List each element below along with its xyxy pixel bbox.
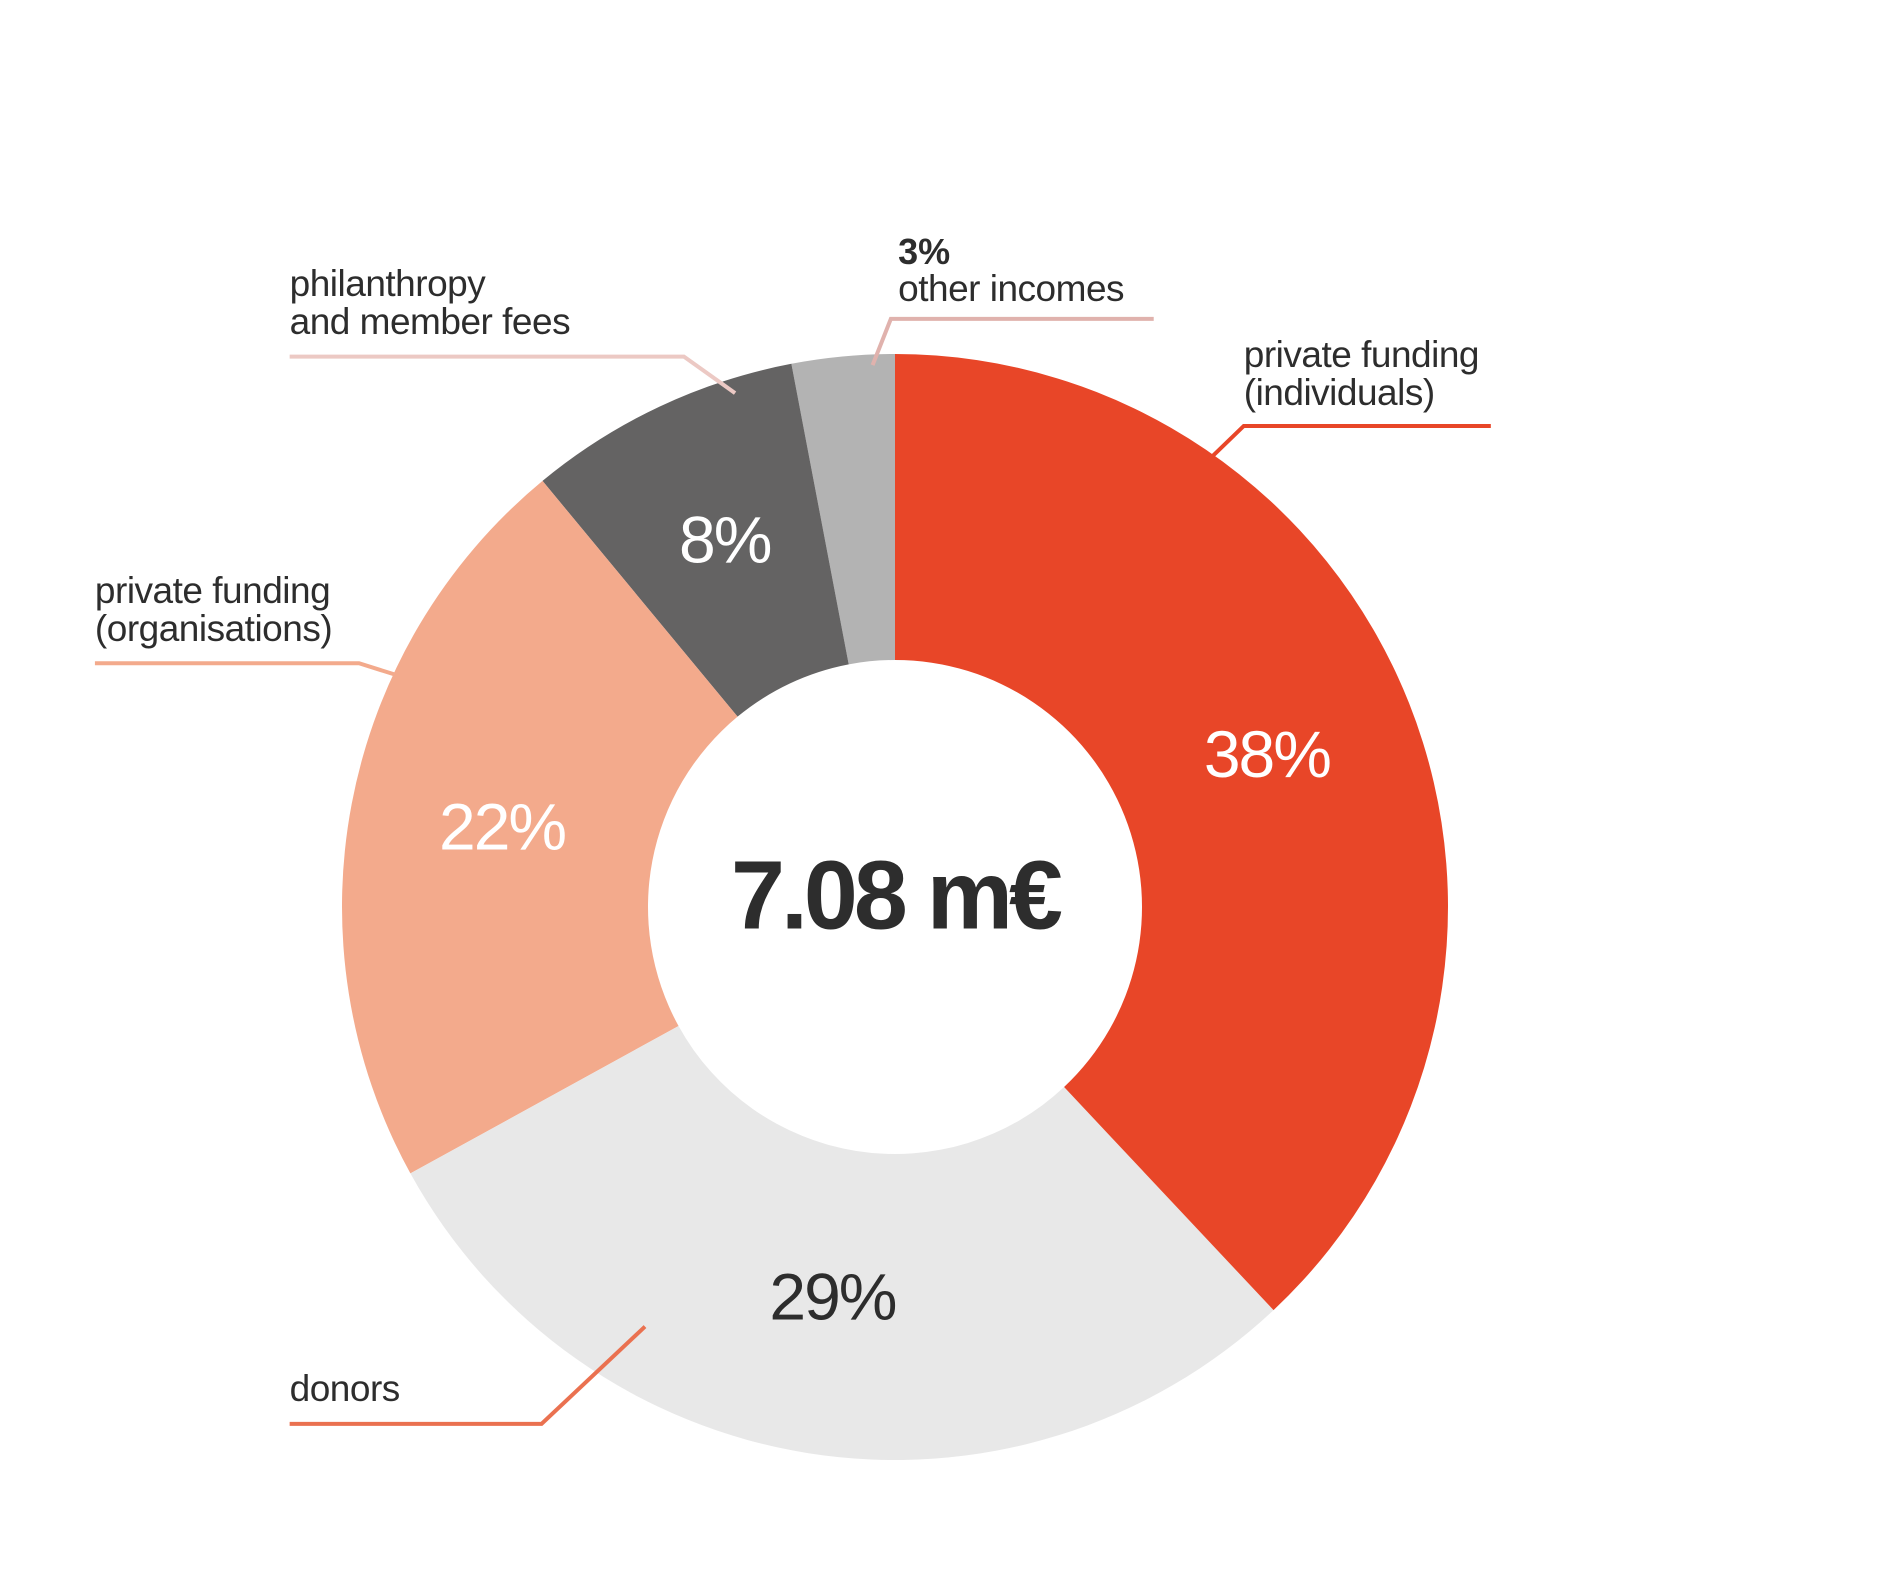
category-label: private funding (individuals) (1243, 333, 1480, 413)
value-label: 22% (439, 789, 565, 863)
value-label: 29% (769, 1260, 895, 1334)
leader-line (94, 661, 403, 679)
donut-slice (542, 363, 849, 717)
donut-slice (342, 480, 738, 1174)
value-label: 8% (679, 503, 771, 577)
donut-slice (895, 354, 1448, 1311)
category-label: other incomes (898, 268, 1125, 310)
value-label: 3% (898, 231, 951, 273)
leader-line (870, 316, 1154, 366)
leader-line (1207, 423, 1491, 462)
donut-slice (791, 354, 895, 665)
leader-line (289, 354, 737, 395)
category-label: donors (289, 1368, 401, 1410)
center-label: 7.08 m€ (731, 841, 1062, 950)
value-label: 38% (1204, 717, 1330, 791)
category-label: philanthropy and member fees (289, 263, 571, 343)
category-label: private funding (organisations) (94, 569, 333, 649)
leader-line (289, 1325, 647, 1426)
donut-slice (410, 1025, 1274, 1460)
